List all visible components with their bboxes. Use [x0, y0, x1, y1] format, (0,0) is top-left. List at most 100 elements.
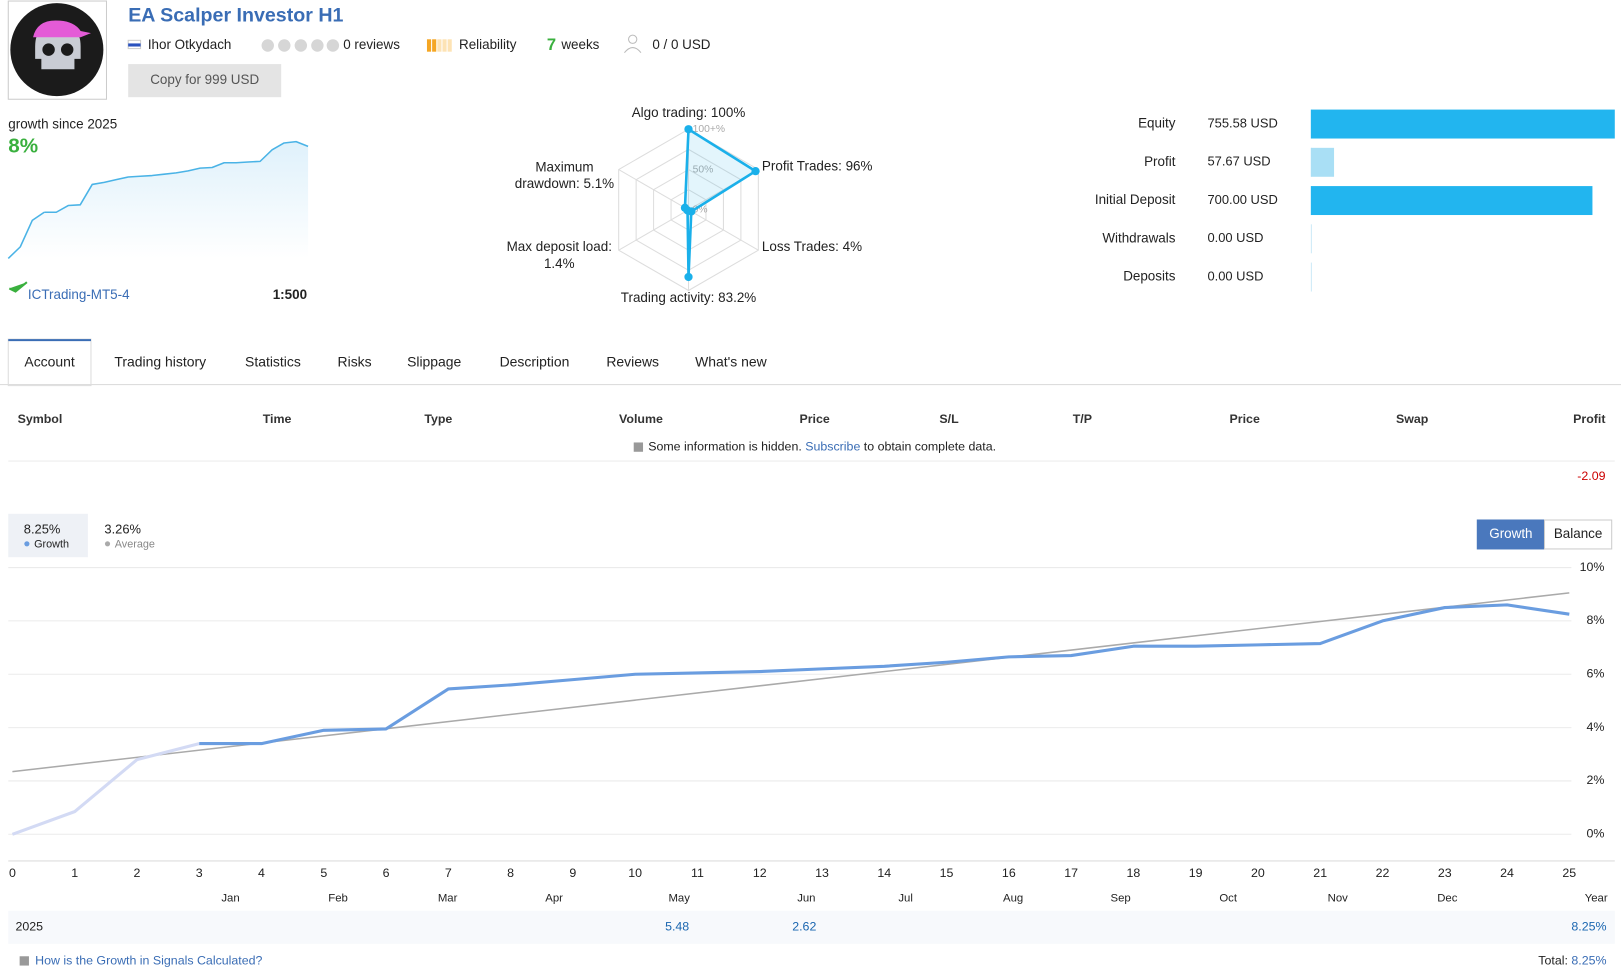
x-tick-label: 17: [1064, 866, 1078, 880]
x-tick-label: 12: [753, 866, 767, 880]
x-tick-label: 2: [134, 866, 141, 880]
reliability: Reliability: [459, 37, 517, 52]
month-label: Jun: [797, 892, 815, 904]
radar-axis-name: Maximum drawdown:: [514, 159, 594, 192]
x-tick-label: 0: [9, 866, 16, 880]
month-label: Mar: [438, 892, 458, 904]
y-tick-label: 8%: [1587, 613, 1605, 627]
radar-axis-name: Profit Trades:: [761, 158, 842, 174]
radar-axis-name: Max deposit load:: [506, 238, 612, 255]
radar-label: Maximum drawdown: 5.1%: [508, 159, 622, 192]
bar-label: Equity: [1138, 116, 1176, 131]
year-total: 8.25%: [1571, 920, 1606, 934]
cap-icon: [33, 20, 91, 38]
y-tick-label: 0%: [1587, 827, 1605, 841]
tab[interactable]: Risks: [338, 354, 372, 370]
column-header: Type: [424, 412, 452, 426]
tab[interactable]: Reviews: [606, 354, 659, 370]
subscribers: 0 / 0 USD: [652, 37, 710, 52]
bar-value: 755.58 USD: [1207, 115, 1277, 130]
tab[interactable]: What's new: [695, 354, 768, 370]
tab[interactable]: Slippage: [407, 354, 461, 370]
y-tick-label: 10%: [1580, 560, 1605, 574]
legend-dot: [24, 541, 30, 547]
reliability-icon: [426, 39, 452, 52]
x-tick-label: 22: [1376, 866, 1390, 880]
weeks-count: 7: [547, 35, 556, 54]
bar: [1310, 186, 1593, 216]
month-label: Jan: [221, 892, 239, 904]
copy-button[interactable]: [128, 64, 282, 98]
legend-dot: [104, 541, 111, 547]
radar-axis-value: 4%: [842, 238, 863, 255]
toggle-button-label[interactable]: Growth: [1489, 526, 1532, 541]
footer-link[interactable]: How is the Growth in Signals Calculated?: [35, 954, 262, 968]
radar-spoke: [688, 209, 759, 251]
y-tick-label: 6%: [1587, 667, 1605, 681]
month-label: Dec: [1437, 892, 1458, 904]
x-tick-label: 14: [877, 866, 891, 880]
x-tick-label: 4: [258, 866, 265, 880]
x-tick-label: 5: [320, 866, 327, 880]
x-tick-label: 18: [1126, 866, 1140, 880]
bar-label: Deposits: [1123, 269, 1176, 284]
month-label: Nov: [1328, 892, 1349, 904]
month-label: Sep: [1111, 892, 1131, 904]
bar: [1310, 109, 1615, 139]
x-tick-label: 9: [569, 866, 576, 880]
tab[interactable]: Account: [24, 354, 74, 370]
year-cell: 2.62: [792, 920, 816, 934]
year: 2025: [16, 920, 44, 934]
title[interactable]: EA Scalper Investor H1: [128, 5, 343, 27]
history-line: [11, 742, 200, 836]
legend-active[interactable]: [8, 513, 88, 558]
month-label: May: [668, 892, 690, 904]
growth-label: growth since 2025: [8, 117, 117, 132]
radar-axis-value: 100%: [710, 104, 746, 120]
x-tick-label: 1: [71, 866, 78, 880]
bar-label: Initial Deposit: [1095, 192, 1176, 207]
column-header: S/L: [939, 412, 959, 426]
footer-total: Total: 8.25%: [1538, 954, 1606, 968]
verified-icon: [8, 281, 28, 293]
reviews[interactable]: 0 reviews: [343, 37, 400, 52]
column-header: Volume: [619, 412, 663, 426]
radar-axis-name: Trading activity:: [620, 289, 715, 305]
sparkline: [7, 211, 45, 260]
tab[interactable]: Statistics: [245, 354, 301, 370]
radar-area: [683, 126, 758, 278]
x-tick-label: 20: [1251, 866, 1265, 880]
radar-label: Profit Trades: 96%: [762, 158, 896, 175]
radar-spoke: [618, 169, 689, 211]
tab[interactable]: Trading history: [114, 354, 206, 370]
month-label: Feb: [328, 892, 348, 904]
x-tick-label: 11: [691, 866, 704, 880]
bar-label: Profit: [1144, 154, 1176, 169]
column-header: T/P: [1073, 412, 1092, 426]
x-tick-label: 8: [507, 866, 514, 880]
info-icon: [633, 442, 644, 452]
tab[interactable]: Description: [500, 354, 570, 370]
broker[interactable]: ICTrading-MT5-4: [28, 287, 130, 302]
eye: [60, 43, 74, 56]
legend-name: Growth: [34, 539, 69, 551]
x-tick-label: 3: [196, 866, 203, 880]
eye: [42, 43, 55, 56]
x-tick-label: 13: [815, 866, 829, 880]
toggle-button[interactable]: [1543, 519, 1613, 550]
radar-axis-name: Algo trading:: [631, 104, 708, 120]
radar-ring-label: 50%: [693, 164, 714, 175]
toggle-button[interactable]: [1476, 519, 1546, 550]
toggle-button-label[interactable]: Balance: [1554, 526, 1603, 541]
radar-point: [680, 203, 690, 212]
year-label: Year: [1585, 892, 1608, 904]
copy-button-label[interactable]: Copy for 999 USD: [150, 72, 259, 87]
author[interactable]: Ihor Otkydach: [148, 37, 232, 52]
month-label: Aug: [1003, 892, 1023, 904]
radar-point: [684, 272, 693, 282]
radar-ring-label: 0%: [693, 205, 708, 216]
sparkline-area: [8, 141, 309, 259]
radar-point: [684, 125, 693, 134]
x-tick-label: 15: [940, 866, 954, 880]
